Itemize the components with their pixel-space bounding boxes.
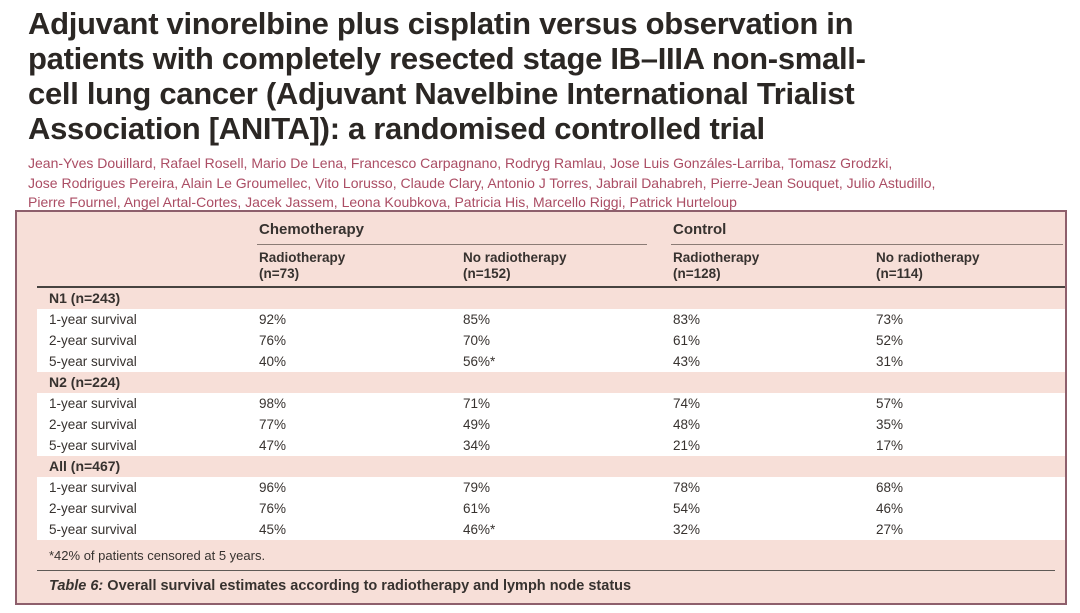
column-header-chemo-radiotherapy: Radiotherapy (n=73) [259, 250, 346, 281]
cell-value: 70% [461, 330, 671, 351]
cell-value: 17% [874, 435, 1065, 456]
table-footnote: *42% of patients censored at 5 years. [49, 548, 266, 563]
cell-value: 43% [671, 351, 874, 372]
table-caption: Table 6: Overall survival estimates acco… [37, 571, 1065, 603]
cell-value: 96% [257, 477, 461, 498]
row-label: 2-year survival [37, 414, 257, 435]
column-header-chemo-no-radiotherapy: No radiotherapy (n=152) [463, 250, 567, 281]
group-header-control: Control [671, 212, 1063, 245]
cell-value: 83% [671, 309, 874, 330]
section-header-all: All (n=467) [49, 458, 121, 474]
header-spacer [37, 245, 257, 286]
row-label: 5-year survival [37, 519, 257, 540]
author-list: Jean-Yves Douillard, Rafael Rosell, Mari… [28, 155, 936, 210]
cell-value: 71% [461, 393, 671, 414]
cell-value: 46% [874, 498, 1065, 519]
cell-value: 98% [257, 393, 461, 414]
cell-value: 40% [257, 351, 461, 372]
cell-value: 56%* [461, 351, 671, 372]
table-caption-label: Table 6: [49, 578, 104, 594]
column-header-control-no-radiotherapy: No radiotherapy (n=114) [876, 250, 980, 281]
cell-value: 32% [671, 519, 874, 540]
cell-value: 68% [874, 477, 1065, 498]
cell-value: 45% [257, 519, 461, 540]
cell-value: 34% [461, 435, 671, 456]
cell-value: 61% [671, 330, 874, 351]
cell-value: 79% [461, 477, 671, 498]
cell-value: 85% [461, 309, 671, 330]
row-label: 2-year survival [37, 498, 257, 519]
header-spacer [37, 212, 257, 245]
survival-table: Chemotherapy Control Radiotherapy (n=73)… [15, 210, 1067, 605]
cell-value: 48% [671, 414, 874, 435]
caption-rule [37, 570, 1055, 571]
cell-value: 57% [874, 393, 1065, 414]
cell-value: 52% [874, 330, 1065, 351]
cell-value: 76% [257, 498, 461, 519]
section-header-n2: N2 (n=224) [49, 374, 121, 390]
cell-value: 76% [257, 330, 461, 351]
row-label: 1-year survival [37, 477, 257, 498]
row-label: 5-year survival [37, 351, 257, 372]
table-caption-text: Overall survival estimates according to … [107, 578, 632, 594]
group-header-chemotherapy: Chemotherapy [257, 212, 647, 245]
column-header-control-radiotherapy: Radiotherapy (n=128) [673, 250, 760, 281]
cell-value: 31% [874, 351, 1065, 372]
cell-value: 49% [461, 414, 671, 435]
cell-value: 92% [257, 309, 461, 330]
cell-value: 21% [671, 435, 874, 456]
cell-value: 47% [257, 435, 461, 456]
cell-value: 61% [461, 498, 671, 519]
cell-value: 46%* [461, 519, 671, 540]
cell-value: 54% [671, 498, 874, 519]
cell-value: 74% [671, 393, 874, 414]
section-header-n1: N1 (n=243) [49, 290, 121, 306]
article-title: Adjuvant vinorelbine plus cisplatin vers… [28, 6, 866, 146]
cell-value: 73% [874, 309, 1065, 330]
header-rule [37, 286, 1065, 288]
cell-value: 78% [671, 477, 874, 498]
row-label: 1-year survival [37, 393, 257, 414]
row-label: 2-year survival [37, 330, 257, 351]
article-page: Adjuvant vinorelbine plus cisplatin vers… [0, 6, 1080, 613]
cell-value: 35% [874, 414, 1065, 435]
cell-value: 27% [874, 519, 1065, 540]
cell-value: 77% [257, 414, 461, 435]
row-label: 5-year survival [37, 435, 257, 456]
row-label: 1-year survival [37, 309, 257, 330]
